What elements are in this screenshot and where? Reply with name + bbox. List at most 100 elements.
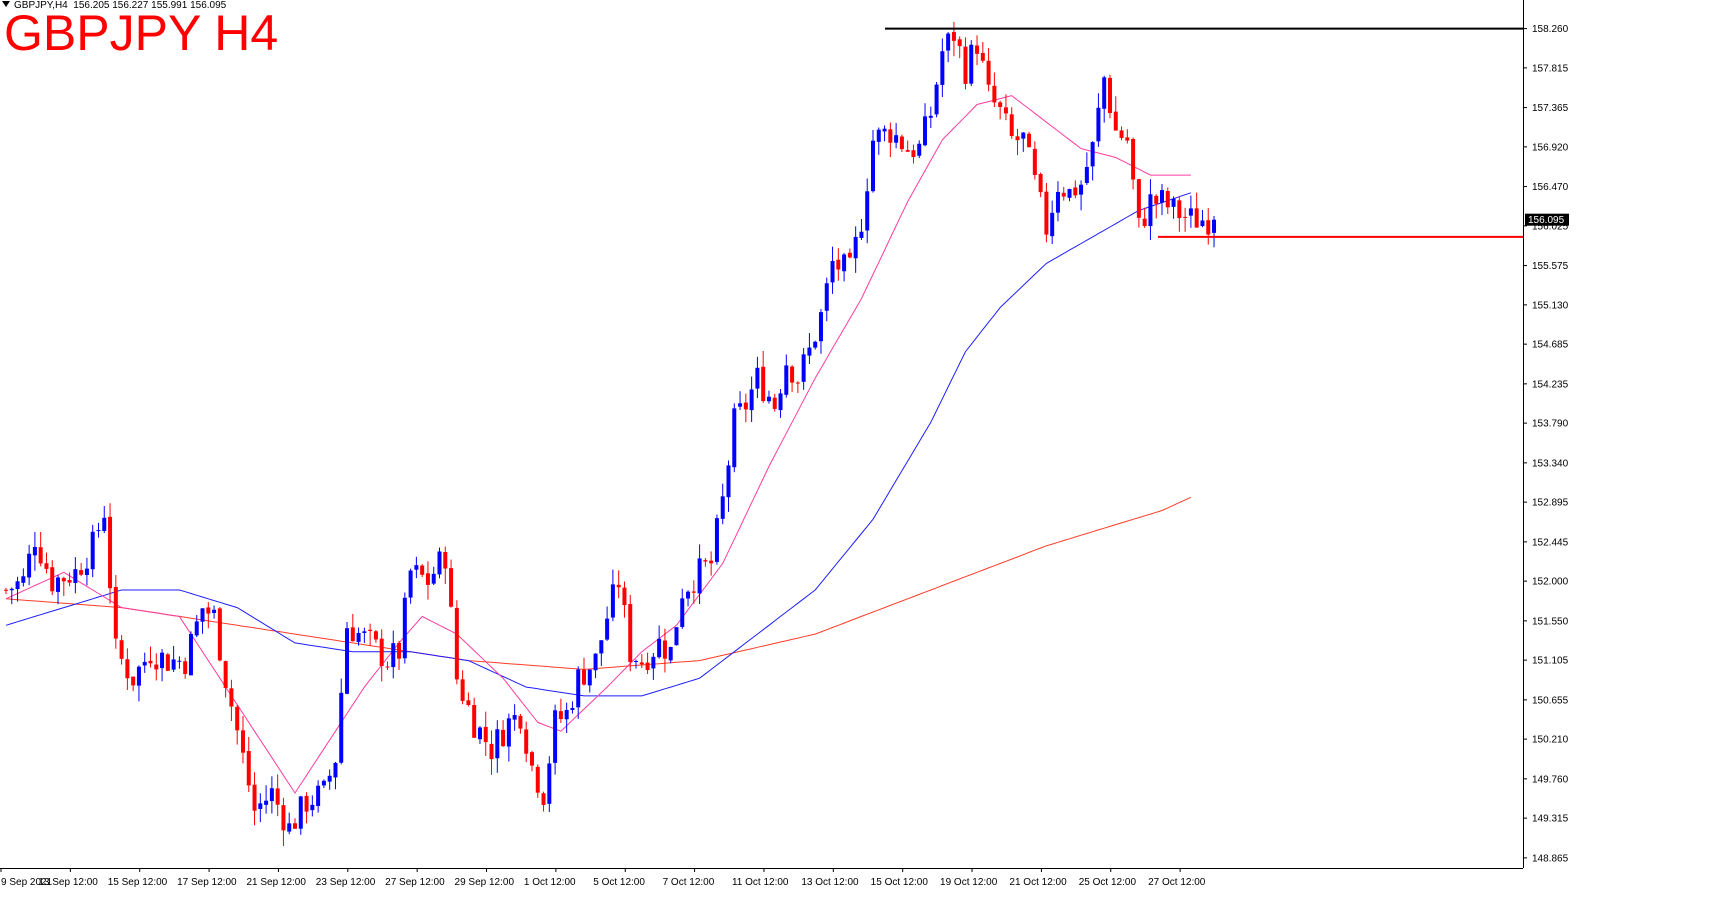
candle-body [1055,191,1060,213]
candle-body [686,591,691,599]
y-tick-label: 149.315 [1532,814,1569,825]
candle-body [1073,187,1078,196]
candle-body [547,763,552,804]
candle-body [842,254,847,272]
candle-body [90,531,95,570]
candle-body [529,752,534,766]
candle-body [1165,191,1170,208]
candle-body [136,666,141,686]
candle-body [512,714,517,720]
candle-body [56,577,61,592]
candle-body [634,660,639,662]
symbol-timeframe: GBPJPY,H4 [14,0,68,11]
candle-body [460,679,465,701]
candle-body [96,530,101,532]
candle-body [264,800,269,805]
candle-body [778,393,783,411]
candle-body [73,569,78,583]
x-tick-label: 25 Oct 12:00 [1079,877,1137,888]
ma-slow-line [5,496,1192,670]
x-tick-label: 13 Oct 12:00 [801,877,859,888]
candle-body [940,51,945,85]
candle-body [316,785,321,807]
candle-body [541,793,546,805]
candle-body [148,660,153,664]
y-tick-label: 156.025 [1532,221,1569,232]
candle-body [743,402,748,410]
candle-body [593,653,598,671]
y-tick-label: 157.365 [1532,103,1569,114]
candle-body [1188,208,1193,216]
candle-body [1003,107,1008,114]
candle-body [836,259,841,270]
y-tick-label: 155.130 [1532,300,1569,311]
candle-body [304,795,309,812]
candle-body [356,632,361,642]
candle-body [217,608,222,661]
candle-body [368,629,373,631]
candle-body [1148,194,1153,227]
ma-fast-line [5,95,1191,794]
current-price-label: 156.095 [1528,215,1565,226]
candle-body [535,766,540,793]
candle-body [813,341,818,348]
candle-body [501,729,506,747]
candle-body [483,726,488,743]
candle-body [333,762,338,778]
symbol-info-line: GBPJPY,H4 156.205 156.227 155.991 156.09… [2,0,226,11]
candle-body [859,231,864,238]
candle-body [784,365,789,395]
candle-body [1084,166,1089,183]
y-tick-label: 158.260 [1532,24,1569,35]
candle-body [1096,107,1101,142]
candle-body [113,586,118,639]
candle-body [847,252,852,258]
dropdown-triangle-icon[interactable] [2,1,10,7]
candle-body [553,710,558,763]
candle-body [824,283,829,311]
x-tick-label: 27 Oct 12:00 [1148,877,1206,888]
candle-body [142,661,147,666]
candle-body [50,567,55,592]
y-tick-label: 157.815 [1532,63,1569,74]
candle-body [934,84,939,115]
candle-body [726,465,731,498]
candle-body [373,631,378,640]
y-tick-label: 151.105 [1532,656,1569,667]
candle-body [963,46,968,84]
candle-body [200,608,205,622]
candle-body [38,547,43,564]
candle-body [1050,212,1055,237]
candle-body [628,604,633,662]
candle-body [21,576,26,583]
candle-body [1125,137,1130,141]
candle-body [171,659,176,670]
candle-body [310,804,315,811]
candle-body [587,669,592,686]
candle-body [235,706,240,731]
candle-body [801,354,806,382]
candle-body [975,45,980,54]
candle-body [298,796,303,829]
y-tick-label: 153.340 [1532,458,1569,469]
candle-body [67,579,72,583]
y-tick-label: 149.760 [1532,774,1569,785]
candle-body [177,660,182,662]
candle-body [194,621,199,636]
candle-body [437,551,442,575]
x-tick-label: 13 Sep 12:00 [38,877,98,888]
levels-group [885,27,1523,238]
candle-body [668,646,673,661]
candle-body [212,609,217,614]
y-tick-label: 154.235 [1532,379,1569,390]
candle-body [622,587,627,606]
x-tick-label: 1 Oct 12:00 [524,877,576,888]
candle-body [871,140,875,192]
candle-body [876,129,881,142]
candle-body [674,627,679,646]
candle-body [998,102,1003,108]
y-tick-label: 152.000 [1532,577,1569,588]
candle-body [853,236,858,259]
candle-body [1177,200,1182,219]
candle-body [454,607,459,680]
